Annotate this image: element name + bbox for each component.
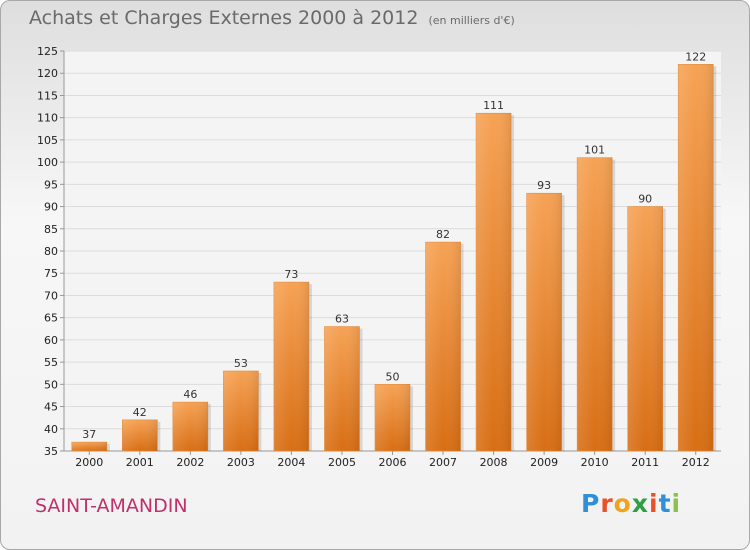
bar-sheen — [223, 371, 259, 451]
data-label: 63 — [335, 313, 349, 326]
x-tick-label: 2002 — [176, 456, 204, 469]
bar-sheen — [324, 326, 360, 451]
bar-sheen — [122, 419, 158, 451]
y-tick-label: 80 — [44, 245, 58, 258]
x-tick-label: 2000 — [75, 456, 103, 469]
logo-letter: i — [649, 489, 659, 518]
x-tick-label: 2006 — [379, 456, 407, 469]
bar-sheen — [476, 113, 512, 451]
data-label: 93 — [537, 179, 551, 192]
x-tick-label: 2003 — [227, 456, 255, 469]
logo-letter: i — [671, 489, 682, 518]
y-tick-label: 100 — [37, 156, 58, 169]
logo-letter: r — [600, 489, 614, 518]
bar-sheen — [678, 64, 714, 452]
y-tick-label: 50 — [44, 378, 58, 391]
data-label: 42 — [133, 406, 147, 419]
x-tick-label: 2008 — [480, 456, 508, 469]
x-tick-label: 2005 — [328, 456, 356, 469]
data-label: 122 — [685, 50, 706, 63]
y-tick-label: 125 — [37, 45, 58, 58]
y-tick-label: 90 — [44, 201, 58, 214]
bar-sheen — [375, 384, 410, 451]
bar-sheen — [627, 206, 663, 451]
data-label: 82 — [436, 228, 450, 241]
bar-sheen — [273, 282, 309, 451]
bars — [71, 64, 717, 452]
bar-sheen — [172, 402, 208, 451]
x-tick-label: 2004 — [277, 456, 305, 469]
y-tick-label: 75 — [44, 267, 58, 280]
y-tick-label: 95 — [44, 178, 58, 191]
chart-title: Achats et Charges Externes 2000 à 2012 (e… — [29, 7, 515, 29]
logo-letter: t — [658, 489, 672, 518]
y-tick-label: 85 — [44, 223, 58, 236]
y-tick-label: 40 — [44, 423, 58, 436]
bar-sheen — [577, 157, 613, 451]
proxiti-logo: Proxiti — [581, 489, 681, 518]
y-tick-label: 115 — [37, 89, 58, 102]
bar-sheen — [71, 442, 107, 451]
x-tick-label: 2010 — [581, 456, 609, 469]
x-tick-label: 2009 — [530, 456, 558, 469]
logo-letter: o — [613, 489, 632, 518]
data-label: 101 — [584, 144, 605, 157]
data-label: 90 — [638, 193, 652, 206]
y-tick-label: 60 — [44, 334, 58, 347]
data-label: 73 — [284, 268, 298, 281]
data-label: 37 — [82, 428, 96, 441]
y-tick-label: 105 — [37, 134, 58, 147]
logo-letter: x — [631, 489, 649, 518]
y-tick-label: 65 — [44, 312, 58, 325]
logo-letter: P — [581, 489, 601, 518]
data-label: 46 — [183, 388, 197, 401]
labels: 2000 37 2001 42 2002 46 2003 53 2004 73 2005 63 2006… — [75, 50, 709, 469]
y-tick-label: 110 — [37, 112, 58, 125]
commune-name: SAINT-AMANDIN — [35, 495, 188, 517]
data-label: 53 — [234, 357, 248, 370]
y-tick-label: 55 — [44, 356, 58, 369]
data-label: 50 — [386, 370, 400, 383]
x-tick-label: 2007 — [429, 456, 457, 469]
chart-title-text: Achats et Charges Externes 2000 à 2012 — [29, 7, 419, 29]
x-tick-label: 2001 — [126, 456, 154, 469]
x-tick-label: 2011 — [631, 456, 659, 469]
unit-note: (en milliers d'€) — [428, 14, 515, 27]
x-tick-label: 2012 — [682, 456, 710, 469]
y-tick-label: 35 — [44, 445, 58, 458]
data-label: 111 — [483, 99, 504, 112]
bar-sheen — [425, 242, 461, 451]
y-tick-label: 45 — [44, 401, 58, 414]
bar-sheen — [526, 193, 562, 451]
y-tick-label: 70 — [44, 289, 58, 302]
y-tick-label: 120 — [37, 67, 58, 80]
